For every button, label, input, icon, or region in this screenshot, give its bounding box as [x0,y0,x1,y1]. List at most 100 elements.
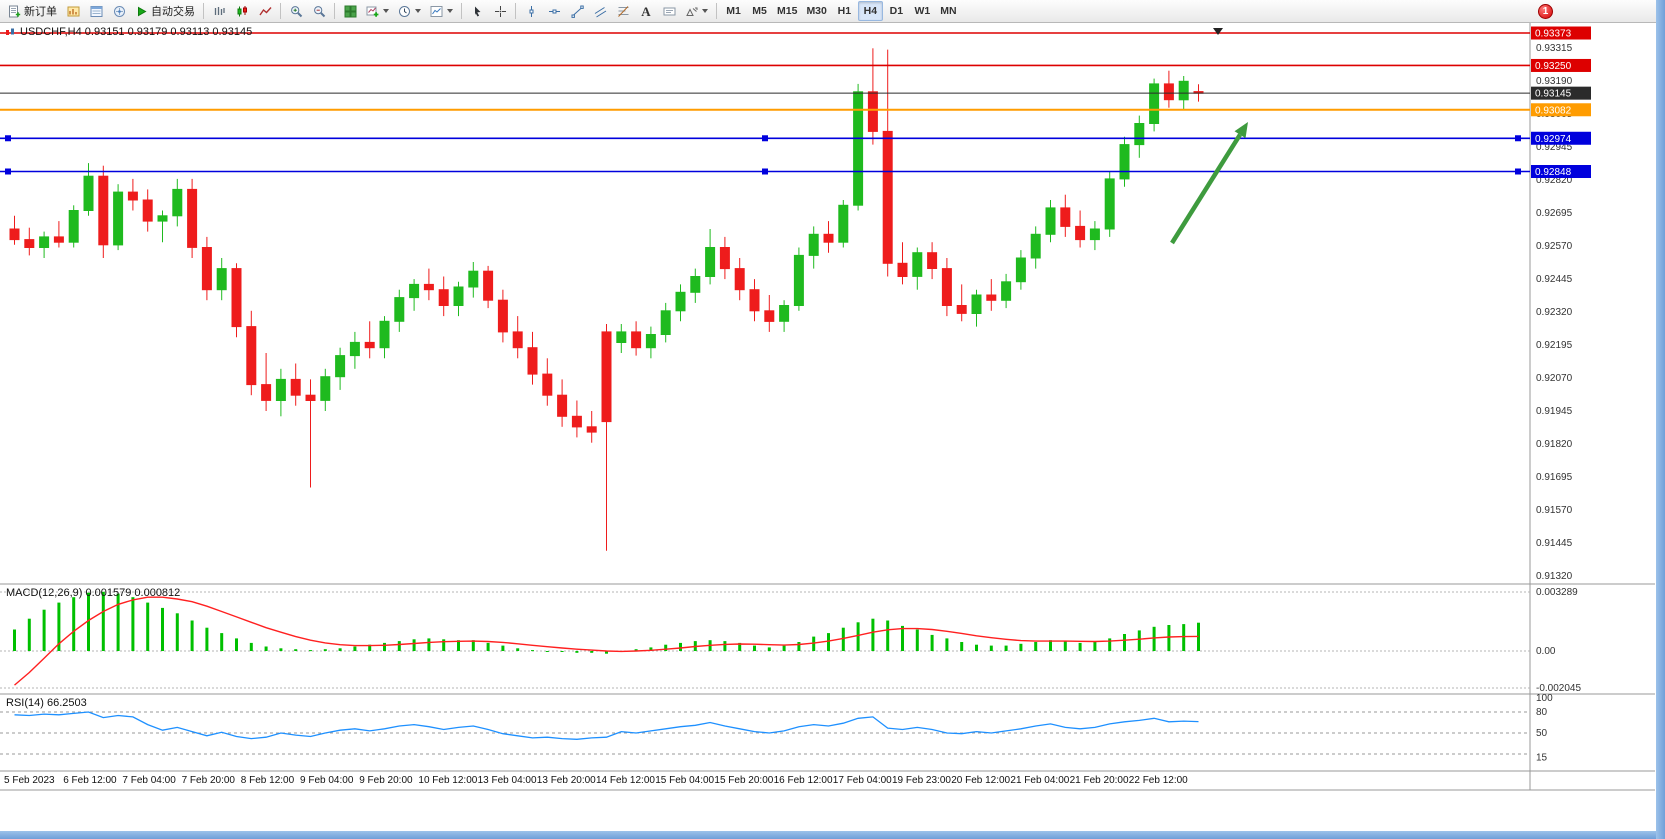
trendline-tool-button[interactable] [566,1,588,21]
tab-timeframe-m15[interactable]: M15 [773,1,801,21]
line-chart-icon [258,6,272,15]
market-watch-button[interactable] [85,1,107,21]
symbol-icon [6,28,14,35]
svg-text:19 Feb 23:00: 19 Feb 23:00 [892,775,951,786]
new-chart-button[interactable] [62,1,84,21]
tab-timeframe-w1[interactable]: W1 [910,1,935,21]
line-handle[interactable] [762,135,768,142]
toolbar-separator [515,3,516,19]
line-chart-button[interactable] [254,1,276,21]
tab-timeframe-mn[interactable]: MN [936,1,961,21]
notification-count: 1 [1542,5,1549,17]
zoom-in-button[interactable] [285,1,307,21]
macd-header-text: MACD(12,26,9) 0.001579 0.000812 [6,587,181,599]
dropdown-arrow-icon [383,9,389,13]
timeframe-label: M5 [752,5,767,17]
svg-text:7 Feb 04:00: 7 Feb 04:00 [122,775,176,786]
new-order-button[interactable]: 新订单 [4,1,61,21]
svg-text:0.92445: 0.92445 [1536,274,1573,285]
timeframe-label: M1 [726,5,741,17]
line-handle[interactable] [5,135,11,142]
candlestick-series [9,48,1204,551]
indicators-button[interactable] [362,1,393,21]
svg-text:6 Feb 12:00: 6 Feb 12:00 [63,775,117,786]
svg-text:100: 100 [1536,693,1553,704]
svg-text:15: 15 [1536,753,1548,764]
price-axis: 0.933150.931900.930650.929450.928200.926… [1536,43,1573,582]
dropdown-arrow-icon [415,9,421,13]
tab-timeframe-m1[interactable]: M1 [721,1,746,21]
line-handle[interactable] [1515,135,1521,142]
svg-text:13 Feb 20:00: 13 Feb 20:00 [537,775,596,786]
line-handle[interactable] [1515,168,1521,175]
timeframe-label: H4 [863,5,878,17]
shapes-dropdown-button[interactable] [681,1,712,21]
svg-text:0.93082: 0.93082 [1535,105,1572,116]
svg-text:0.92570: 0.92570 [1536,241,1573,252]
svg-text:0.92070: 0.92070 [1536,373,1573,384]
new-order-icon [9,5,21,17]
fibonacci-tool-button[interactable] [612,1,634,21]
tab-timeframe-m30[interactable]: M30 [802,1,830,21]
horizontal-line-tool-button[interactable] [543,1,565,21]
toolbar-separator [280,3,281,19]
svg-text:0.92820: 0.92820 [1536,175,1573,186]
line-handle[interactable] [762,168,768,175]
macd-header: MACD(12,26,9) 0.001579 0.000812 [6,587,180,599]
line-handle[interactable] [5,168,11,175]
svg-text:0.00: 0.00 [1536,646,1556,657]
horizontal-line-icon [548,9,560,13]
macd-panel: 0.003289 0.00 -0.002045 [0,587,1581,694]
svg-text:0.91445: 0.91445 [1536,538,1573,549]
new-order-label: 新订单 [24,6,57,18]
play-icon [138,6,147,16]
vertical-line-tool-button[interactable] [520,1,542,21]
cursor-tool-button[interactable] [466,1,488,21]
price-tag [1531,131,1591,145]
candlestick-chart-button[interactable] [231,1,253,21]
text-tool-button[interactable]: A [635,1,657,21]
templates-button[interactable] [426,1,457,21]
label-tool-button[interactable] [658,1,680,21]
dropdown-arrow-icon [447,9,453,13]
tab-timeframe-h4[interactable]: H4 [857,1,883,21]
trend-arrow[interactable] [1170,133,1242,245]
auto-trading-button[interactable]: 自动交易 [131,1,199,21]
periods-dropdown-button[interactable] [394,1,425,21]
chart-shift-marker-icon[interactable] [1213,28,1223,35]
tab-timeframe-d1[interactable]: D1 [884,1,909,21]
rsi-header: RSI(14) 66.2503 [6,697,87,709]
notification-badge[interactable]: 1 [1538,3,1553,19]
channel-tool-button[interactable] [589,1,611,21]
crosshair-tool-button[interactable] [489,1,511,21]
svg-text:0.91820: 0.91820 [1536,439,1573,450]
tile-windows-button[interactable] [339,1,361,21]
svg-text:-0.002045: -0.002045 [1536,683,1581,694]
svg-text:0.91570: 0.91570 [1536,505,1573,516]
dropdown-arrow-icon [702,9,708,13]
tab-timeframe-m5[interactable]: M5 [747,1,772,21]
svg-text:0.91320: 0.91320 [1536,571,1573,582]
window-border-right [1656,0,1665,839]
svg-text:0.92945: 0.92945 [1536,142,1573,153]
timeframe-label: W1 [914,5,931,17]
toolbar-separator [203,3,204,19]
indicators-icon [366,6,379,17]
bar-chart-button[interactable] [208,1,230,21]
toolbar: 新订单 自动交易 [0,0,1665,23]
svg-text:13 Feb 04:00: 13 Feb 04:00 [478,775,537,786]
new-chart-icon [67,6,79,16]
svg-text:10 Feb 12:00: 10 Feb 12:00 [418,775,477,786]
svg-text:0.91945: 0.91945 [1536,406,1573,417]
shapes-icon [686,7,698,16]
price-tag [1531,86,1591,100]
svg-text:0.92974: 0.92974 [1535,134,1572,145]
svg-text:17 Feb 04:00: 17 Feb 04:00 [833,775,892,786]
zoom-out-button[interactable] [308,1,330,21]
template-icon [430,5,443,17]
tab-timeframe-h1[interactable]: H1 [832,1,857,21]
navigator-button[interactable] [108,1,130,21]
timeframe-label: M30 [806,5,827,17]
horizontal-lines [0,32,1530,175]
